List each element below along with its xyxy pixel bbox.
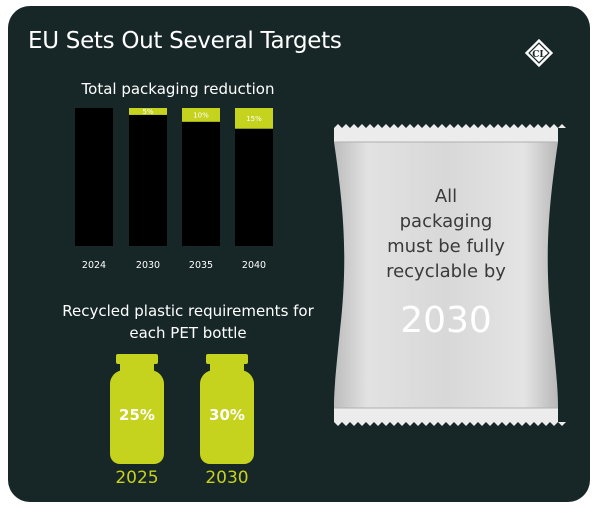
bag-target-year: 2030	[400, 300, 492, 341]
bar-reduction-2040	[235, 108, 273, 129]
bottle-cap	[206, 354, 248, 364]
bottle-percentage: 25%	[119, 406, 155, 424]
recycled-title-line-2: each PET bottle	[129, 324, 247, 342]
bar-data-label-2035: 10%	[193, 111, 209, 119]
bar-remaining-2024	[75, 108, 113, 246]
x-tick-label-2040: 2040	[242, 260, 266, 271]
bottle-body	[200, 370, 254, 464]
diamond-logo-icon: CL	[524, 38, 554, 68]
packaging-bar-chart: 2024 5% 2030 10% 2035 15% 2040	[75, 108, 273, 271]
page-title: EU Sets Out Several Targets	[28, 28, 342, 54]
bottle-neck	[120, 364, 154, 374]
bottle-cap	[116, 354, 158, 364]
logo-text: CL	[532, 50, 546, 60]
x-tick-label-2035: 2035	[189, 260, 213, 271]
bar-reduction-2035	[182, 108, 220, 122]
packaging-bag-illustration	[334, 124, 566, 426]
packaging-chart-title: Total packaging reduction	[81, 80, 275, 98]
bar-reduction-2030	[129, 108, 167, 115]
bar-remaining-2040	[235, 128, 273, 246]
bottle-year-2025: 2025	[115, 468, 159, 488]
recycled-requirements-title: Recycled plastic requirements for each P…	[48, 300, 328, 344]
bar-remaining-2030	[129, 114, 167, 247]
recycled-title-line-1: Recycled plastic requirements for	[62, 302, 314, 320]
bottle-neck	[210, 364, 244, 374]
bar-data-label-2040: 15%	[246, 115, 262, 123]
x-tick-label-2024: 2024	[82, 260, 106, 271]
bag-line-1: All	[434, 186, 458, 207]
bag-message: All packaging must be fully recyclable b…	[346, 184, 546, 284]
bar-remaining-2035	[182, 121, 220, 246]
bag-line-2: packaging	[399, 211, 493, 232]
bag-line-3: must be fully	[387, 236, 505, 257]
bag-line-4: recyclable by	[386, 261, 506, 282]
bottle-body	[110, 370, 164, 464]
bar-data-label-2030: 5%	[142, 108, 153, 116]
bottle-year-2030: 2030	[205, 468, 249, 488]
x-tick-label-2030: 2030	[136, 260, 160, 271]
bottle-percentage: 30%	[209, 406, 245, 424]
infographic-card: EU Sets Out Several Targets CL Total pac…	[8, 6, 590, 502]
